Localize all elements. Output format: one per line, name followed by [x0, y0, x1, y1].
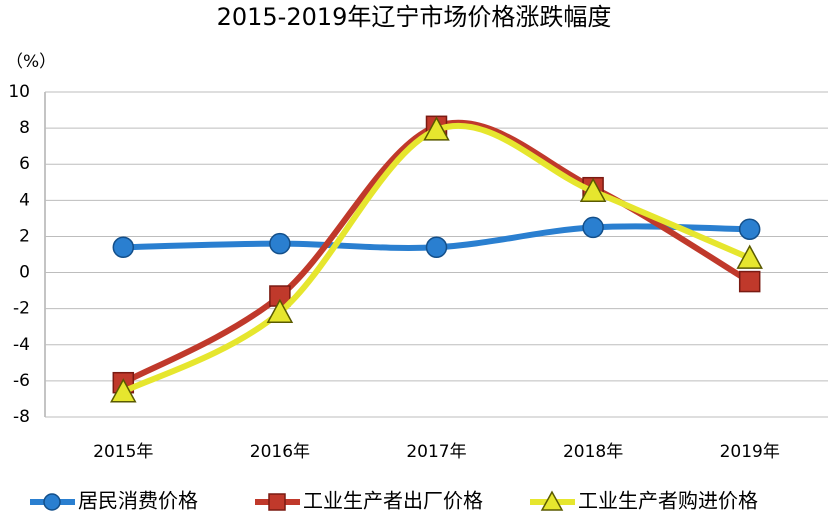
legend-label: 工业生产者出厂价格: [303, 489, 483, 513]
marker: [110, 378, 137, 403]
marker: [582, 216, 604, 239]
marker: [738, 218, 761, 240]
x-tick-label: 2018年: [563, 442, 623, 462]
marker: [736, 244, 763, 269]
y-tick-label: 6: [19, 154, 30, 174]
legend-marker: [268, 493, 286, 511]
y-tick-label: 8: [19, 118, 30, 138]
y-tick-label: 10: [8, 82, 30, 102]
legend-label: 居民消费价格: [78, 489, 198, 513]
x-tick-label: 2016年: [250, 442, 310, 462]
x-tick-label: 2015年: [93, 442, 153, 462]
legend-label: 工业生产者购进价格: [578, 489, 758, 513]
x-tick-label: 2017年: [406, 442, 466, 462]
y-tick-label: 0: [19, 263, 30, 283]
chart-title: 2015-2019年辽宁市场价格涨跌幅度: [217, 3, 612, 31]
marker: [266, 298, 294, 324]
y-tick-label: 4: [19, 190, 30, 210]
y-unit: （%）: [6, 52, 56, 72]
y-tick-label: -8: [13, 407, 30, 427]
marker: [579, 177, 607, 203]
marker: [269, 232, 291, 255]
marker: [738, 270, 761, 293]
marker: [423, 116, 450, 141]
legend-marker: [540, 490, 564, 511]
y-tick-label: -4: [13, 335, 30, 355]
y-tick-label: 2: [19, 226, 30, 246]
series-line: [120, 122, 753, 395]
legend-marker: [43, 493, 61, 511]
marker: [112, 236, 135, 259]
marker: [425, 236, 448, 259]
y-tick-label: -6: [13, 371, 30, 391]
x-tick-label: 2019年: [720, 442, 780, 462]
y-tick-label: -2: [13, 299, 30, 319]
